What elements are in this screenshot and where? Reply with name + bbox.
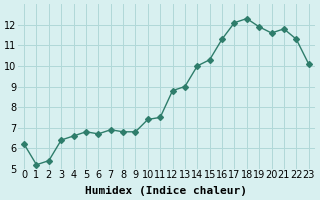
X-axis label: Humidex (Indice chaleur): Humidex (Indice chaleur) xyxy=(85,186,247,196)
